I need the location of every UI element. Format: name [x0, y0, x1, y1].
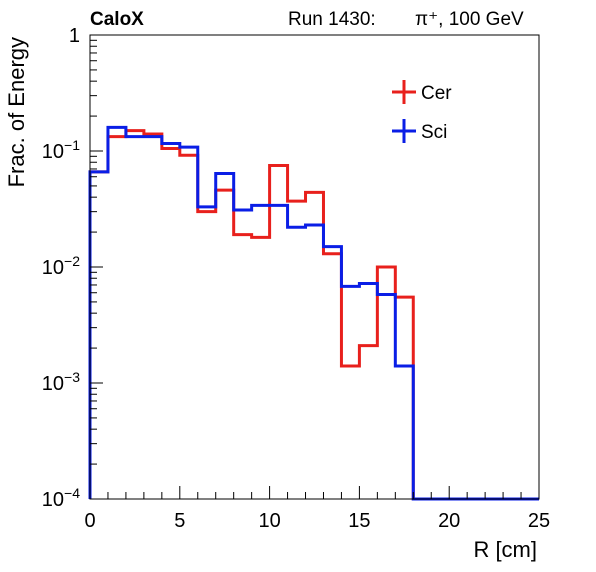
plot-frame [89, 34, 540, 500]
y-axis-title: Frac. of Energy [4, 37, 29, 187]
y-axis: 10−4 10−3 10−2 10−1 1 [42, 25, 103, 511]
run-label: Run 1430: [288, 9, 376, 30]
legend-entry-cer: Cer [392, 80, 452, 104]
series-sci-line [88, 125, 539, 501]
legend-label: Cer [421, 83, 452, 104]
y-tick-label: 10−2 [42, 253, 80, 279]
series-layer [88, 125, 539, 501]
x-axis-title: R [cm] [473, 537, 537, 562]
x-tick-label: 10 [258, 510, 280, 532]
x-tick-label: 15 [348, 510, 370, 532]
x-tick-label: 25 [528, 510, 550, 532]
legend-label: Sci [421, 122, 447, 143]
y-tick-label: 1 [69, 25, 80, 47]
legend: Cer Sci [392, 80, 452, 143]
x-axis: 0 5 10 15 20 25 [84, 486, 550, 532]
y-tick-label: 10−1 [42, 137, 80, 163]
x-tick-label: 0 [84, 510, 95, 532]
y-tick-label: 10−4 [42, 485, 80, 511]
particle-label: π⁺, 100 GeV [415, 9, 524, 30]
x-tick-label: 20 [438, 510, 460, 532]
brand-label: CaloX [90, 9, 144, 30]
series-cer-line [88, 129, 539, 501]
x-tick-label: 5 [174, 510, 185, 532]
legend-entry-sci: Sci [392, 119, 447, 143]
y-tick-label: 10−3 [42, 369, 80, 395]
